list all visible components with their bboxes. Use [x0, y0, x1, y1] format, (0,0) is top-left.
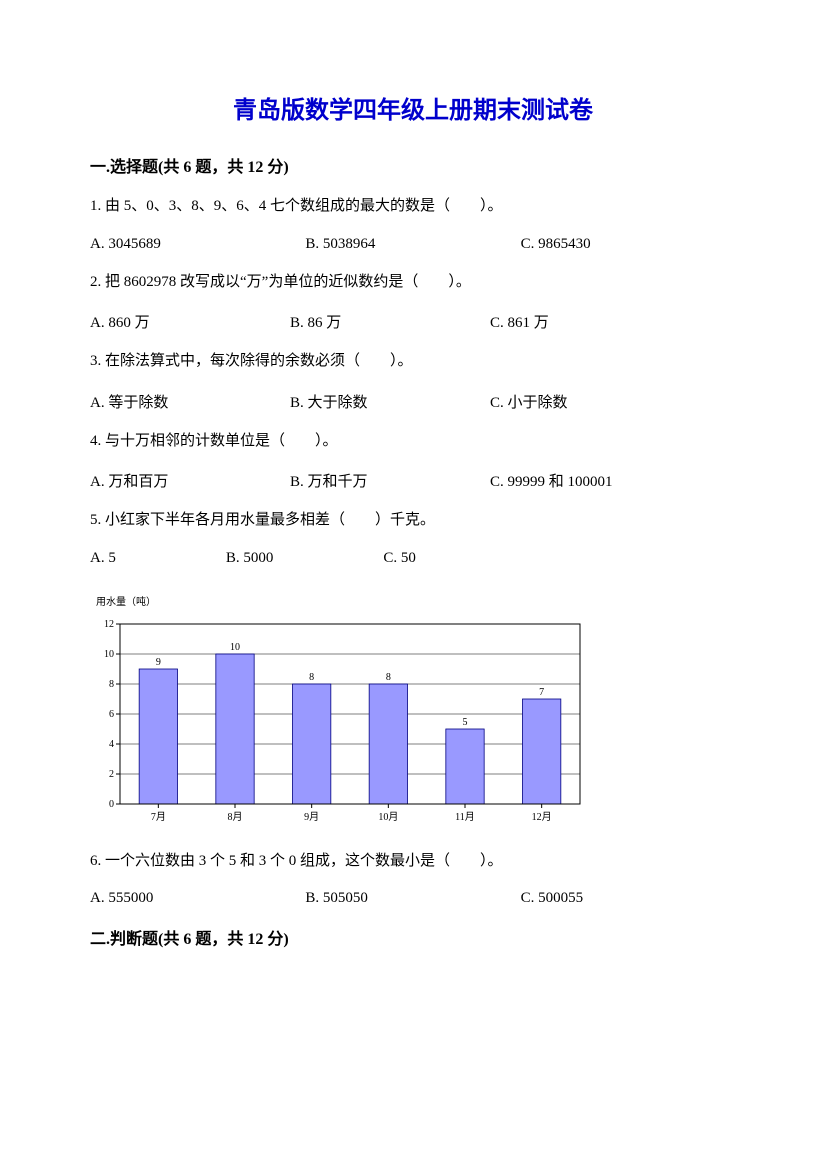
q4-text: 4. 与十万相邻的计数单位是（ ）。 — [90, 430, 736, 453]
svg-text:4: 4 — [109, 739, 114, 750]
q4-options: A. 万和百万 B. 万和千万 C. 99999 和 100001 — [90, 470, 736, 491]
q6-opt-b: B. 505050 — [305, 890, 520, 907]
q1-opt-b: B. 5038964 — [305, 236, 520, 253]
q3-opt-a: A. 等于除数 — [90, 391, 290, 412]
svg-text:0: 0 — [109, 799, 114, 810]
page-title: 青岛版数学四年级上册期末测试卷 — [90, 90, 736, 125]
q6-opt-a: A. 555000 — [90, 890, 305, 907]
q2-opt-c: C. 861 万 — [490, 311, 549, 332]
chart-ylabel: 用水量（吨） — [96, 593, 736, 608]
q5-options: A. 5 B. 5000 C. 50 — [90, 550, 736, 567]
q5-opt-b: B. 5000 — [226, 550, 274, 567]
water-usage-chart: 用水量（吨） 0 2 4 6 8 10 12 9 7月 10 8月 8 9月 8 10月 5 11月 7 12月 — [90, 593, 736, 830]
svg-text:8: 8 — [309, 672, 314, 683]
svg-text:10月: 10月 — [378, 811, 398, 823]
q3-opt-b: B. 大于除数 — [290, 391, 490, 412]
svg-text:10: 10 — [104, 649, 114, 660]
svg-text:9月: 9月 — [304, 811, 319, 823]
section-1-header: 一.选择题(共 6 题，共 12 分) — [90, 153, 736, 177]
bar-chart-svg: 0 2 4 6 8 10 12 9 7月 10 8月 8 9月 8 10月 5 11月 7 12月 — [90, 610, 586, 830]
svg-text:11月: 11月 — [455, 811, 475, 823]
svg-text:5: 5 — [463, 717, 468, 728]
q6-options: A. 555000 B. 505050 C. 500055 — [90, 890, 736, 907]
q1-opt-a: A. 3045689 — [90, 236, 305, 253]
svg-text:8: 8 — [109, 679, 114, 690]
q6-text: 6. 一个六位数由 3 个 5 和 3 个 0 组成，这个数最小是（ ）。 — [90, 850, 736, 873]
svg-text:12: 12 — [104, 619, 114, 630]
q3-options: A. 等于除数 B. 大于除数 C. 小于除数 — [90, 391, 736, 412]
q4-opt-c: C. 99999 和 100001 — [490, 470, 613, 491]
svg-text:12月: 12月 — [532, 811, 552, 823]
q5-opt-a: A. 5 — [90, 550, 116, 567]
q1-text: 1. 由 5、0、3、8、9、6、4 七个数组成的最大的数是（ ）。 — [90, 195, 736, 218]
q2-options: A. 860 万 B. 86 万 C. 861 万 — [90, 311, 736, 332]
svg-text:10: 10 — [230, 642, 240, 653]
svg-text:8月: 8月 — [228, 811, 243, 823]
q3-opt-c: C. 小于除数 — [490, 391, 568, 412]
exam-page: 青岛版数学四年级上册期末测试卷 一.选择题(共 6 题，共 12 分) 1. 由… — [0, 0, 826, 1169]
q5-opt-c: C. 50 — [383, 550, 416, 567]
q6-opt-c: C. 500055 — [521, 890, 736, 907]
svg-text:7月: 7月 — [151, 811, 166, 823]
q2-opt-b: B. 86 万 — [290, 311, 490, 332]
q4-opt-b: B. 万和千万 — [290, 470, 490, 491]
svg-text:6: 6 — [109, 709, 114, 720]
q4-opt-a: A. 万和百万 — [90, 470, 290, 491]
q3-text: 3. 在除法算式中，每次除得的余数必须（ ）。 — [90, 350, 736, 373]
svg-text:2: 2 — [109, 769, 114, 780]
q5-text: 5. 小红家下半年各月用水量最多相差（ ）千克。 — [90, 509, 736, 532]
svg-text:8: 8 — [386, 672, 391, 683]
q1-options: A. 3045689 B. 5038964 C. 9865430 — [90, 236, 736, 253]
svg-text:7: 7 — [539, 687, 544, 698]
q1-opt-c: C. 9865430 — [521, 236, 736, 253]
section-2-header: 二.判断题(共 6 题，共 12 分) — [90, 925, 736, 949]
q2-opt-a: A. 860 万 — [90, 311, 290, 332]
svg-text:9: 9 — [156, 657, 161, 668]
q2-text: 2. 把 8602978 改写成以“万”为单位的近似数约是（ ）。 — [90, 271, 736, 294]
